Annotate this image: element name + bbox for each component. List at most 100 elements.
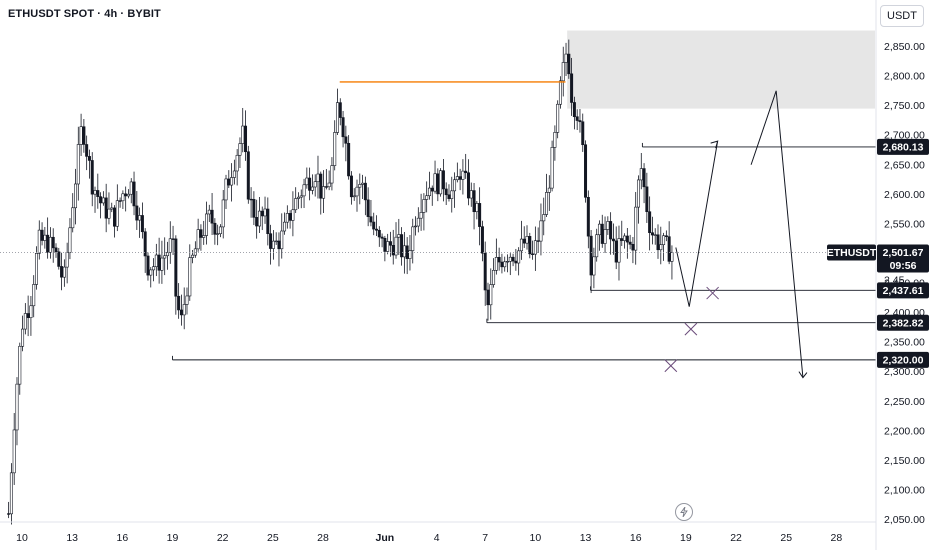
- candle-body: [51, 236, 55, 249]
- candle-body: [478, 203, 482, 227]
- candle-body: [269, 233, 273, 249]
- candle-body: [592, 256, 596, 276]
- candle-body: [255, 217, 259, 227]
- price-axis[interactable]: 2,050.00 2,100.00 2,150.00 2,200.00 2,250.00…: [875, 0, 925, 550]
- candle-body: [564, 53, 568, 63]
- level-price-tag-bg: [877, 314, 929, 331]
- candle: [280, 213, 284, 259]
- candle: [207, 204, 211, 223]
- candle-body: [235, 154, 239, 172]
- candle-body: [461, 170, 465, 180]
- candle: [171, 225, 175, 255]
- candle: [542, 197, 546, 236]
- candle: [366, 187, 370, 227]
- candle: [664, 230, 668, 242]
- candle-body: [191, 254, 195, 258]
- candle-body: [444, 188, 448, 196]
- candle: [408, 235, 412, 271]
- candle-body: [221, 199, 225, 228]
- candle: [21, 315, 25, 352]
- candle: [344, 125, 348, 162]
- candle-body: [400, 234, 404, 258]
- time-tick-label: 25: [267, 532, 279, 544]
- candle: [154, 243, 158, 277]
- candle: [274, 232, 278, 245]
- candle-body: [455, 176, 459, 181]
- candle: [202, 220, 206, 245]
- symbol-tag-bg: [827, 244, 876, 261]
- candle-body: [291, 209, 295, 221]
- candle-body: [519, 238, 523, 252]
- candle: [492, 258, 496, 288]
- time-axis[interactable]: 10 13 16 19 22 25 28 Jun 4 7 10 13 16 19 22 25 28: [0, 521, 876, 544]
- candle: [536, 227, 540, 253]
- time-tick-label: 19: [167, 532, 179, 544]
- candle-body: [475, 203, 479, 213]
- level-price-tag-bg: [877, 351, 929, 368]
- candle: [380, 233, 384, 248]
- candle: [427, 171, 431, 200]
- candle: [308, 167, 312, 201]
- candle-body: [135, 205, 139, 221]
- candle-body: [246, 151, 250, 200]
- candle-body: [37, 229, 41, 254]
- candle-body: [121, 193, 125, 202]
- price-tick-label: 2,100.00: [884, 484, 925, 496]
- candle-body: [572, 102, 576, 118]
- candle: [388, 231, 392, 257]
- candle-body: [283, 221, 287, 232]
- candle-body: [603, 229, 607, 244]
- candle: [539, 203, 543, 256]
- candle: [528, 232, 532, 259]
- candle: [330, 157, 334, 191]
- candle-body: [338, 102, 342, 118]
- candle-body: [23, 313, 27, 330]
- candle: [177, 283, 181, 319]
- candle: [567, 39, 571, 79]
- candle-body: [79, 126, 83, 145]
- candle-body: [154, 254, 158, 267]
- candle: [411, 218, 415, 264]
- candle-body: [380, 236, 384, 239]
- candle-body: [553, 132, 557, 148]
- candle: [478, 187, 482, 246]
- candle-body: [648, 211, 652, 233]
- candle-body: [645, 186, 649, 213]
- candle-body: [575, 116, 579, 121]
- level-price-tag: 2,437.61: [877, 282, 929, 299]
- candle: [656, 224, 660, 259]
- candle-body: [533, 240, 537, 255]
- candle: [642, 163, 646, 204]
- replay-button[interactable]: [675, 503, 693, 521]
- candle-body: [414, 225, 418, 228]
- candle-body: [347, 142, 351, 177]
- candle-body: [277, 240, 281, 250]
- candle: [244, 110, 248, 161]
- candle: [9, 463, 13, 525]
- candle: [662, 232, 666, 261]
- currency-button[interactable]: USDT: [880, 5, 924, 27]
- candle: [213, 218, 217, 245]
- price-tick-label: 2,050.00: [884, 514, 925, 526]
- candle-body: [126, 193, 130, 197]
- candle: [135, 191, 139, 230]
- candle: [283, 212, 287, 235]
- candle-body: [383, 237, 387, 252]
- candle: [466, 159, 470, 206]
- candle: [74, 168, 78, 225]
- candle: [497, 247, 501, 271]
- time-tick-label: 13: [66, 532, 78, 544]
- candle: [15, 377, 19, 446]
- candle: [271, 230, 275, 260]
- candle-body: [542, 214, 546, 222]
- lightning-bolt-icon: [680, 507, 688, 517]
- candle: [648, 196, 652, 251]
- price-tick-label: 2,850.00: [884, 41, 925, 53]
- candle-body: [531, 253, 535, 255]
- candle: [667, 221, 671, 265]
- candle-body: [302, 184, 306, 197]
- candle: [441, 158, 445, 202]
- candle: [218, 224, 222, 238]
- candle-body: [202, 235, 206, 238]
